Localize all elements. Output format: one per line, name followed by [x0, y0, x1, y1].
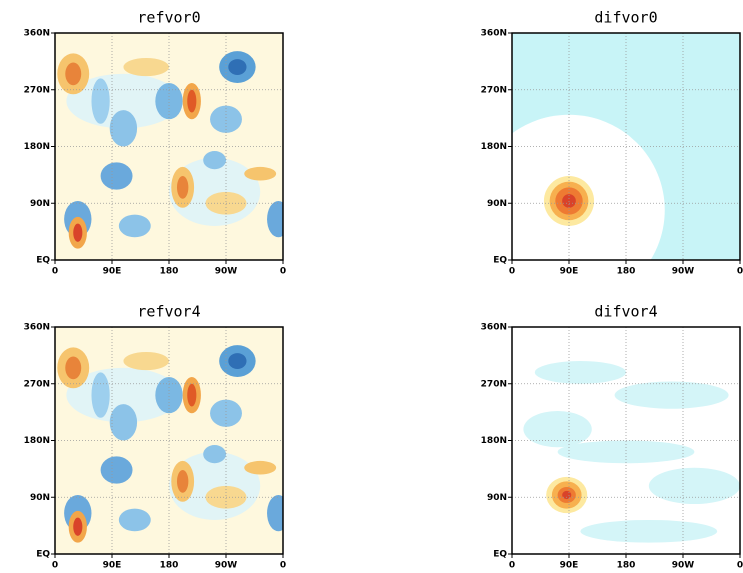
contour-blob	[123, 57, 169, 77]
x-tick-label: 0	[509, 267, 515, 277]
y-tick-label: 180N	[24, 142, 50, 152]
contour-blob	[118, 214, 151, 238]
chart-title: difvor0	[594, 9, 657, 27]
contour-blob	[109, 404, 138, 441]
y-tick-label: 270N	[481, 379, 507, 389]
contour-blob	[176, 470, 189, 493]
x-tick-label: 90E	[103, 267, 122, 277]
chart-title: refvor0	[137, 9, 200, 27]
contour-blob	[155, 376, 183, 414]
y-tick-label: 180N	[24, 436, 50, 446]
x-tick-label: 0	[509, 561, 515, 571]
x-tick-label: 90E	[560, 561, 579, 571]
x-tick-label: 90W	[672, 267, 695, 277]
contour-blob	[109, 110, 138, 147]
contour-blob	[100, 456, 133, 484]
x-tick-label: 180	[160, 267, 179, 277]
y-tick-label: 90N	[30, 493, 50, 503]
contour-blob	[228, 59, 247, 75]
plot-frame	[511, 326, 741, 555]
y-tick-label: 360N	[481, 323, 507, 333]
field	[55, 327, 283, 554]
contour-blob	[187, 383, 197, 407]
contour-blob	[580, 519, 718, 543]
x-tick-label: 90W	[215, 561, 238, 571]
contour-blob	[203, 445, 227, 464]
plot-frame	[511, 32, 741, 261]
y-tick-label: EQ	[493, 550, 507, 560]
contour-blob	[91, 372, 110, 418]
y-tick-label: 270N	[24, 85, 50, 95]
plot-frame	[54, 326, 284, 555]
y-tick-label: 180N	[481, 436, 507, 446]
y-tick-label: EQ	[493, 256, 507, 266]
x-tick-label: 90W	[215, 267, 238, 277]
contour-blob	[523, 410, 592, 448]
contour-blob	[187, 89, 197, 113]
y-tick-label: 270N	[24, 379, 50, 389]
contour-blob	[73, 223, 83, 242]
x-tick-label: 90E	[560, 267, 579, 277]
x-tick-label: 90E	[103, 561, 122, 571]
x-tick-label: 0	[52, 267, 58, 277]
contour-blob	[123, 351, 169, 371]
y-tick-label: 180N	[481, 142, 507, 152]
x-tick-label: 0	[737, 267, 743, 277]
contour-blob	[65, 62, 82, 86]
contour-blob	[614, 381, 729, 409]
x-tick-label: 180	[617, 267, 636, 277]
chart-title: difvor4	[594, 303, 657, 321]
field	[512, 33, 740, 260]
x-tick-label: 0	[737, 561, 743, 571]
y-tick-label: 360N	[24, 29, 50, 39]
contour-blob	[210, 399, 242, 427]
x-tick-label: 0	[52, 561, 58, 571]
x-tick-label: 180	[160, 561, 179, 571]
contour-blob	[176, 176, 189, 199]
contour-blob	[228, 353, 247, 369]
contour-blob	[244, 166, 277, 181]
contour-blob	[91, 78, 110, 124]
chart-title: refvor4	[137, 303, 200, 321]
contour-blob	[155, 82, 183, 120]
contour-blob	[118, 508, 151, 532]
y-tick-label: EQ	[36, 550, 50, 560]
contour-blob	[210, 105, 242, 133]
contour-blob	[648, 467, 740, 505]
x-tick-label: 90W	[672, 561, 695, 571]
y-tick-label: 360N	[481, 29, 507, 39]
contour-blob	[100, 162, 133, 190]
y-tick-label: 90N	[487, 199, 507, 209]
y-tick-label: 90N	[487, 493, 507, 503]
contour-blob	[267, 200, 283, 238]
y-tick-label: 90N	[30, 199, 50, 209]
contour-blob	[244, 460, 277, 475]
contour-blob	[267, 494, 283, 532]
x-tick-label: 180	[617, 561, 636, 571]
y-tick-label: EQ	[36, 256, 50, 266]
contour-blob	[562, 490, 572, 500]
y-tick-label: 360N	[24, 323, 50, 333]
contour-blob	[65, 356, 82, 380]
contour-blob	[73, 517, 83, 536]
x-tick-label: 0	[280, 267, 286, 277]
contour-blob	[203, 151, 227, 170]
contour-blob	[557, 440, 695, 464]
x-tick-label: 0	[280, 561, 286, 571]
y-tick-label: 270N	[481, 85, 507, 95]
plot-frame	[54, 32, 284, 261]
contour-blob	[562, 194, 576, 208]
contour-blob	[534, 361, 627, 384]
